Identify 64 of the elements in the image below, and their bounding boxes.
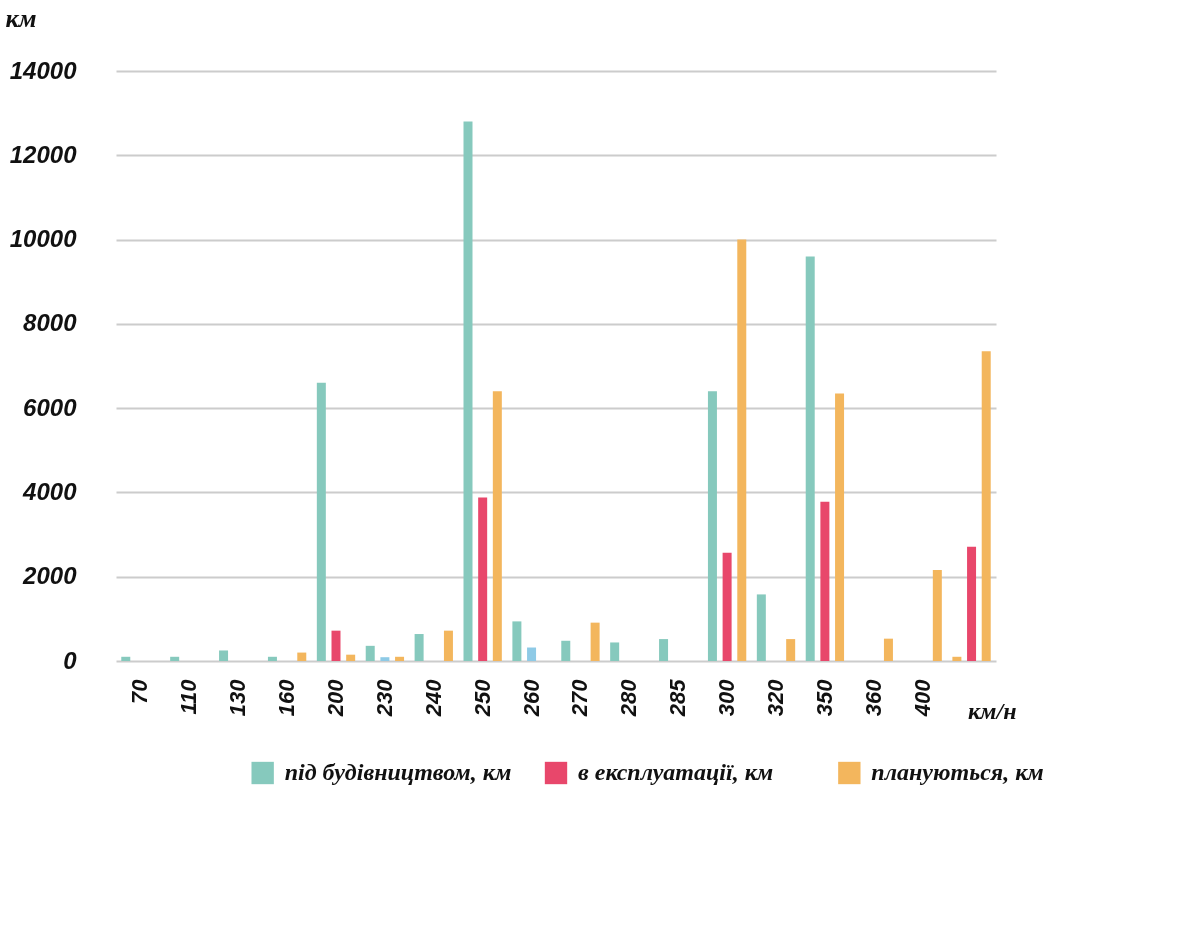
y-tick-label: 12000 <box>9 140 78 168</box>
y-tick-label: 2000 <box>22 562 78 590</box>
x-tick-label: 200 <box>323 678 348 718</box>
bar <box>527 647 537 661</box>
x-tick-label: 110 <box>176 678 202 715</box>
bar <box>835 393 845 661</box>
bar <box>219 650 229 661</box>
bar <box>590 622 600 661</box>
bar <box>932 569 942 661</box>
bar <box>722 552 732 661</box>
bar <box>121 656 131 661</box>
x-tick-label: 250 <box>469 678 495 718</box>
bar <box>346 654 356 661</box>
bar <box>561 640 571 661</box>
bar <box>443 630 453 661</box>
bar <box>805 256 815 661</box>
legend-label: плануються, км <box>871 759 1044 785</box>
y-tick-label: 0 <box>63 646 78 674</box>
x-tick-label: 285 <box>665 678 691 718</box>
y-tick-label: 8000 <box>23 309 78 337</box>
bar <box>820 501 830 661</box>
x-tick-label: 360 <box>860 678 886 717</box>
bar <box>883 638 893 661</box>
bar <box>756 594 766 661</box>
y-axis-title: км <box>5 3 37 33</box>
x-tick-label: 300 <box>714 678 740 717</box>
bar <box>512 621 522 661</box>
x-tick-label: 280 <box>616 678 642 718</box>
legend-label: в експлуатації, км <box>578 759 774 785</box>
bar <box>981 351 991 661</box>
x-axis-title: км/н <box>967 697 1017 724</box>
bar <box>659 639 669 661</box>
bar <box>463 121 473 661</box>
bar <box>316 382 326 661</box>
bar <box>707 391 717 661</box>
x-tick-label: 240 <box>420 678 446 718</box>
bar <box>380 657 390 661</box>
x-tick-label: 230 <box>371 678 397 718</box>
y-tick-label: 10000 <box>9 225 78 253</box>
x-tick-label: 260 <box>518 678 544 718</box>
bar <box>737 239 747 661</box>
bar <box>170 656 180 661</box>
x-tick-label: 70 <box>127 678 153 704</box>
x-tick-label: 350 <box>811 678 837 717</box>
x-tick-label: 130 <box>225 678 251 717</box>
bar <box>395 656 405 661</box>
y-tick-label: 14000 <box>9 56 78 84</box>
bar <box>331 630 341 661</box>
y-tick-label: 6000 <box>23 393 78 421</box>
bar <box>365 645 375 661</box>
bar <box>297 652 307 661</box>
legend-label: під будівництвом, км <box>284 759 512 785</box>
bar <box>414 634 424 661</box>
x-tick-label: 320 <box>763 678 788 717</box>
bar <box>786 639 796 661</box>
bar <box>610 642 620 661</box>
y-tick-label: 4000 <box>22 477 78 505</box>
bar <box>478 497 488 661</box>
bar <box>492 391 502 661</box>
x-tick-label: 160 <box>274 678 300 717</box>
x-tick-label: 270 <box>567 678 593 718</box>
bar <box>267 656 277 661</box>
bar <box>967 546 977 661</box>
x-tick-label: 400 <box>909 678 935 718</box>
